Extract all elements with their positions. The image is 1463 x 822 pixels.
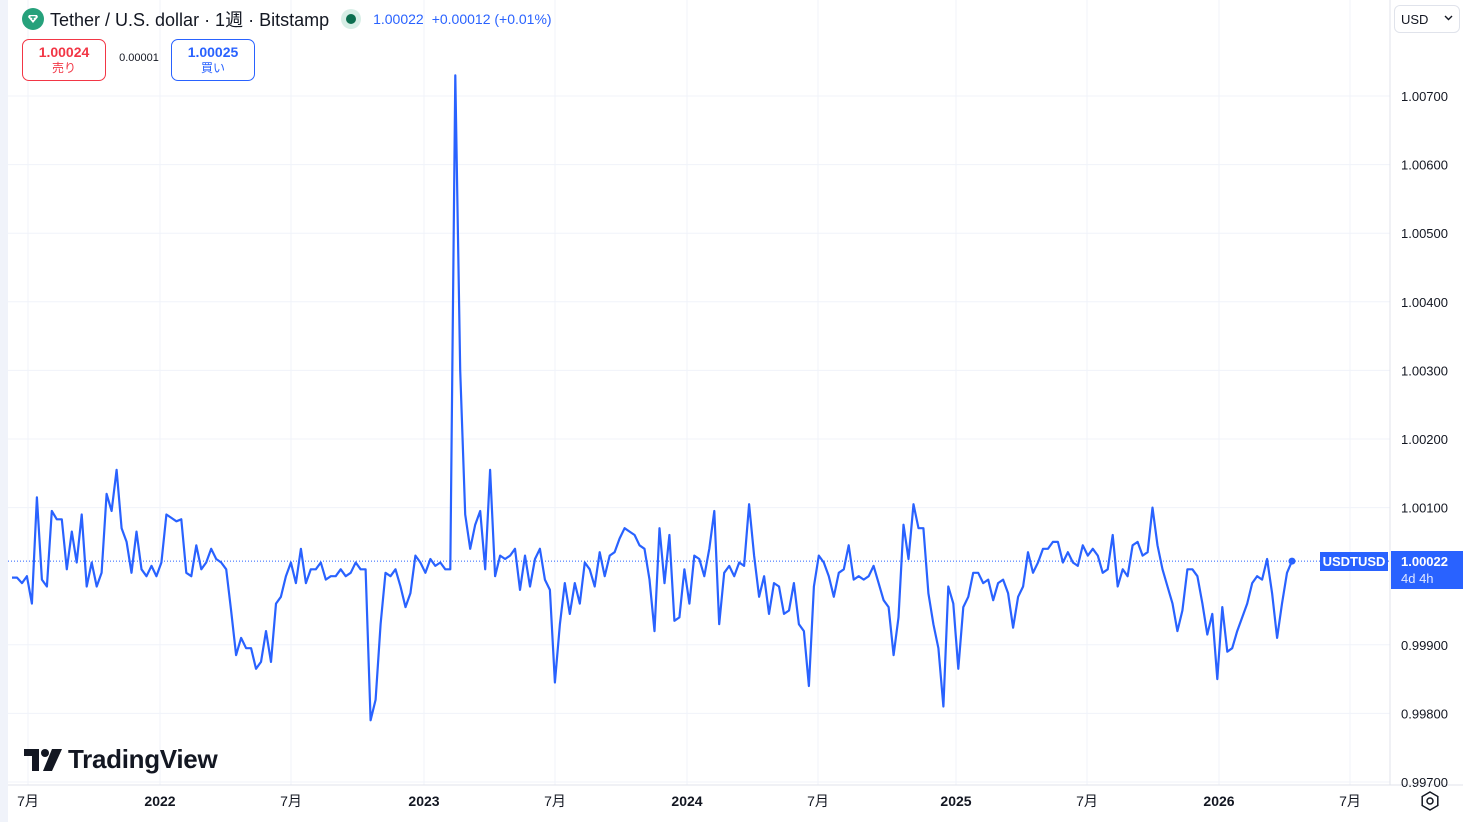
buy-button[interactable]: 1.00025 買い [171,39,255,81]
y-tick-label: 1.00300 [1401,363,1448,378]
tradingview-logo-icon [24,748,62,771]
symbol-tag-bg [1320,552,1388,571]
x-tick-label: 7月 [280,793,302,809]
header-last-price: 1.00022 [373,11,424,27]
last-point-dot [1288,557,1296,565]
sell-button[interactable]: 1.00024 売り [22,39,106,81]
x-tick-label: 7月 [1076,793,1098,809]
sell-price: 1.00024 [38,44,90,60]
price-tag: USDTUSD 1.00022 4d 4h [1320,551,1463,589]
sell-label: 売り [51,61,76,75]
y-tick-label: 1.00700 [1401,89,1448,104]
x-tick-label: 7月 [544,793,566,809]
x-tick-label: 7月 [17,793,39,809]
header-change: +0.00012 (+0.01%) [431,11,552,27]
buy-price: 1.00025 [187,44,239,60]
x-tick-label: 2026 [1203,793,1234,809]
x-tick-label: 2023 [408,793,439,809]
price-axis: 1.00700 1.00600 1.00500 1.00400 1.00300 1.002… [1401,89,1448,790]
price-tag-countdown: 4d 4h [1401,571,1434,586]
x-tick-label: 7月 [807,793,829,809]
x-tick-label: 2025 [940,793,971,809]
spread-value: 0.00001 [119,52,159,64]
watermark-text: TradingView [68,744,218,774]
y-tick-label: 1.00100 [1401,501,1448,516]
y-tick-label: 0.99800 [1401,706,1448,721]
price-series [12,74,1296,722]
series-line[interactable] [12,74,1294,722]
y-tick-label: 1.00400 [1401,295,1448,310]
price-tag-bg [1391,551,1463,589]
y-tick-label: 1.00500 [1401,226,1448,241]
symbol-title[interactable]: Tether / U.S. dollar · 1週 · Bitstamp [50,10,330,30]
chart-grid [8,0,1390,785]
time-axis: 7月 2022 7月 2023 7月 2024 7月 2025 7月 2026 7月 [17,793,1361,809]
price-tag-value: 1.00022 [1401,554,1448,569]
market-status-dot[interactable] [341,9,362,29]
settings-icon[interactable] [1418,789,1442,813]
buy-label: 買い [200,61,225,75]
y-tick-label: 1.00600 [1401,158,1448,173]
tradingview-watermark[interactable]: TradingView [24,744,218,775]
y-tick-label: 0.99700 [1401,775,1448,790]
tether-icon[interactable] [22,8,44,30]
symbol-header: Tether / U.S. dollar · 1週 · Bitstamp 1.0… [22,7,552,31]
symbol-tag-label: USDTUSD [1323,554,1386,569]
left-edge [0,0,8,822]
x-tick-label: 2024 [671,793,702,809]
y-tick-label: 1.00200 [1401,432,1448,447]
currency-value: USD [1401,12,1429,27]
y-tick-label: 0.99900 [1401,638,1448,653]
currency-select[interactable]: USD [1394,5,1460,33]
x-tick-label: 7月 [1339,793,1361,809]
x-tick-label: 2022 [144,793,175,809]
chevron-down-icon [1444,13,1453,25]
